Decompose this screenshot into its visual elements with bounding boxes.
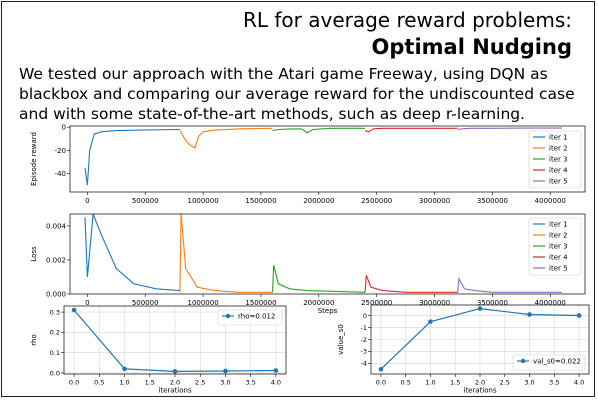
x-tick-label: 3000000 — [419, 299, 450, 307]
x-tick-label: 3500000 — [477, 197, 508, 205]
chart-2: 0 500000 1000000 1500000 2000000 2500000 30000… — [30, 214, 585, 315]
chart-3: 0.0 0.5 1.0 1.5 2.0 2.5 3.0 3.5 4.0 0.0 0.1 0.2 0.3 r… — [30, 306, 286, 395]
data-point — [122, 367, 127, 372]
x-tick-label: 2000000 — [303, 197, 334, 205]
x-tick-label: 2500000 — [361, 197, 392, 205]
x-tick-label: 0 — [85, 197, 89, 205]
x-tick-label: 4000000 — [535, 197, 566, 205]
x-tick-label: 3.0 — [220, 379, 230, 387]
data-point — [527, 312, 532, 317]
x-tick-label: 3.5 — [549, 379, 559, 387]
x-tick-label: 2.5 — [500, 379, 510, 387]
x-tick-label: 3.5 — [246, 379, 256, 387]
y-tick-label: -20 — [55, 147, 66, 155]
x-tick-label: 4000000 — [535, 299, 566, 307]
series-line-1 — [85, 130, 180, 186]
x-tick-label: 0.0 — [376, 379, 386, 387]
y-tick-label: 0.000 — [46, 290, 66, 298]
x-tick-label: 1500000 — [245, 197, 276, 205]
legend-label: iter 3 — [549, 156, 568, 164]
y-tick-label: -3 — [361, 348, 367, 356]
y-tick-label: -1 — [361, 324, 367, 332]
plot-frame — [70, 214, 585, 294]
data-point — [274, 368, 279, 373]
data-point — [72, 308, 77, 313]
y-tick-label: 0 — [62, 124, 66, 132]
legend-label: iter 1 — [549, 134, 568, 142]
legend-label: iter 2 — [549, 232, 568, 240]
y-tick-label: 0.004 — [46, 222, 67, 230]
y-tick-label: 0.3 — [50, 308, 60, 316]
chart-4: 0.0 0.5 1.0 1.5 2.0 2.5 3.0 3.5 4.0 0 -1 -2 -3 -4 valu… — [337, 305, 589, 395]
y-tick-label: 0.002 — [46, 256, 66, 264]
x-tick-label: 1.0 — [119, 379, 129, 387]
x-tick-label: 2000000 — [303, 299, 334, 307]
x-axis-label: Steps — [318, 307, 338, 315]
x-axis-label: iterations — [463, 387, 497, 395]
y-tick-label: 0 — [363, 312, 367, 320]
y-tick-label: 0.2 — [50, 329, 60, 337]
y-axis-label: value_s0 — [337, 324, 345, 355]
x-tick-label: 1.0 — [425, 379, 435, 387]
x-tick-label: 2.0 — [170, 379, 180, 387]
x-tick-label: 2500000 — [361, 299, 392, 307]
y-axis-label: Episode reward — [30, 132, 38, 186]
x-tick-label: 3000000 — [419, 197, 450, 205]
data-point — [223, 369, 228, 374]
series-line-1 — [85, 214, 180, 291]
x-tick-label: 0.0 — [69, 379, 79, 387]
series-line-2 — [180, 214, 273, 292]
y-axis-label: rho — [30, 334, 38, 345]
legend-label: iter 3 — [549, 243, 568, 251]
y-tick-label: -2 — [361, 336, 367, 344]
legend-marker — [226, 314, 230, 318]
x-tick-label: 4.0 — [574, 379, 584, 387]
legend-marker — [521, 359, 525, 363]
x-tick-label: 3.0 — [524, 379, 534, 387]
legend-label: iter 4 — [549, 167, 568, 175]
y-tick-label: 0.1 — [50, 349, 60, 357]
x-tick-label: 2.0 — [475, 379, 485, 387]
legend-label: iter 5 — [549, 265, 568, 273]
series-line-4 — [365, 275, 458, 292]
y-tick-label: -40 — [55, 170, 66, 178]
legend-label: iter 1 — [549, 221, 568, 229]
legend-label: val_s0=0.022 — [533, 358, 581, 366]
y-tick-label: 0.0 — [50, 369, 60, 377]
series-line-4 — [365, 128, 458, 132]
data-point — [577, 313, 582, 318]
chart-1: 0 500000 1000000 1500000 2000000 2500000 30000… — [30, 124, 585, 205]
y-tick-label: -4 — [361, 360, 367, 368]
data-point — [173, 369, 178, 374]
x-tick-label: 0.5 — [401, 379, 411, 387]
series-line-3 — [273, 128, 366, 133]
x-tick-label: 1000000 — [187, 197, 218, 205]
legend-label: rho=0.012 — [238, 313, 275, 321]
x-tick-label: 0.5 — [94, 379, 104, 387]
legend-label: iter 4 — [549, 254, 568, 262]
data-point — [478, 306, 483, 311]
series-line-2 — [180, 128, 273, 148]
plot-frame — [70, 126, 585, 192]
x-tick-label: 500000 — [132, 197, 159, 205]
x-tick-label: 4.0 — [271, 379, 281, 387]
x-tick-label: 2.5 — [195, 379, 205, 387]
x-tick-label: 1.5 — [145, 379, 155, 387]
legend-label: iter 2 — [549, 145, 568, 153]
series-line-5 — [458, 279, 562, 293]
data-point — [379, 367, 384, 372]
y-axis-label: Loss — [30, 246, 38, 262]
legend-label: iter 5 — [549, 178, 568, 186]
x-tick-label: 3500000 — [477, 299, 508, 307]
x-axis-label: iterations — [158, 387, 192, 395]
x-tick-label: 1.5 — [450, 379, 460, 387]
series-line-5 — [458, 128, 562, 129]
data-point — [428, 319, 433, 324]
series-line-3 — [273, 265, 366, 292]
